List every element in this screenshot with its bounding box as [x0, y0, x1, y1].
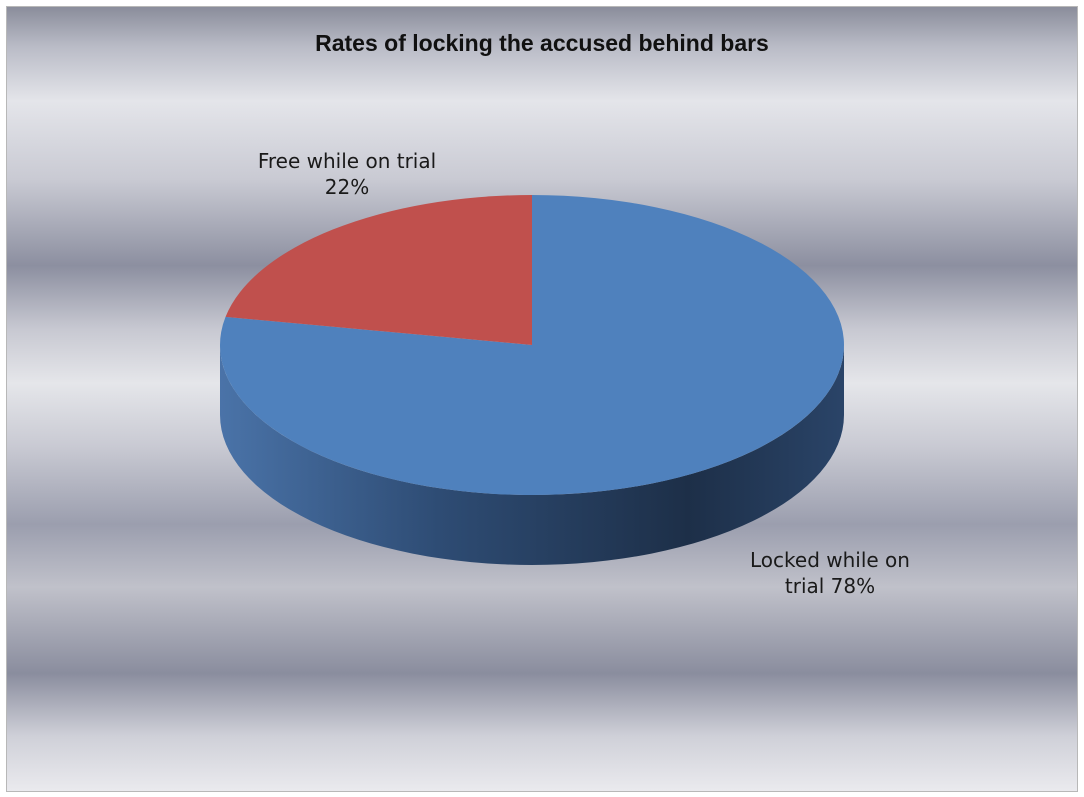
label-locked-line-2: trial 78%	[785, 574, 875, 598]
label-free-line-1: Free while on trial	[258, 149, 436, 173]
label-locked-line-1: Locked while on	[750, 548, 910, 572]
label-free-line-2: 22%	[325, 175, 369, 199]
pie-slice-locked	[220, 195, 845, 495]
pie-side-wall	[220, 345, 844, 565]
pie-slice-free	[225, 195, 533, 345]
label-locked: Locked while on trial 78%	[750, 548, 910, 598]
pie-side-locked	[220, 345, 844, 565]
label-free: Free while on trial 22%	[258, 149, 436, 199]
chart-title: Rates of locking the accused behind bars	[315, 30, 769, 56]
